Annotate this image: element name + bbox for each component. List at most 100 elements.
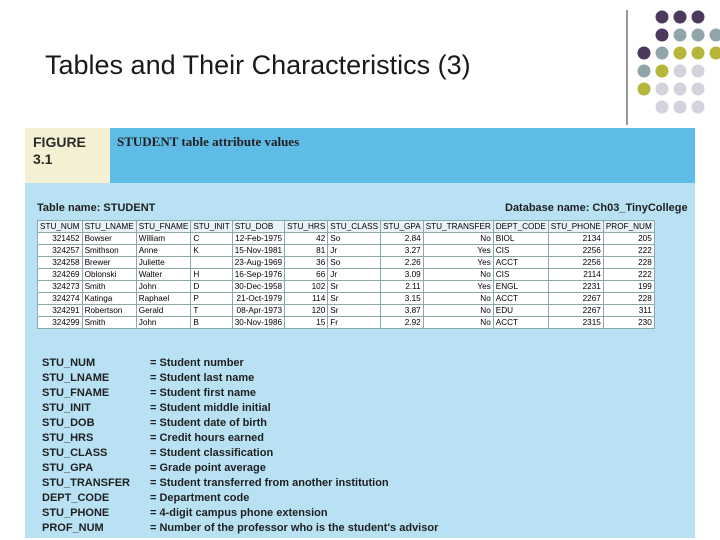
dot [655, 64, 669, 78]
table-cell: 324274 [37, 292, 83, 305]
table-cell: BIOL [492, 232, 549, 245]
table-cell: Yes [422, 244, 494, 257]
table-cell: 199 [602, 280, 655, 293]
definition: STU_HRS = Credit hours earned [42, 432, 642, 447]
dot [691, 64, 705, 78]
table-cell: Yes [422, 280, 494, 293]
table-cell: Jr [327, 268, 382, 281]
table-cell: ACCT [492, 256, 549, 269]
dot [673, 100, 687, 114]
figure-label-box: FIGURE 3.1 [25, 128, 110, 183]
table-cell: 324258 [37, 256, 83, 269]
definition: STU_CLASS = Student classification [42, 447, 642, 462]
column-header: STU_PHONE [547, 220, 604, 233]
table-cell: CIS [492, 268, 549, 281]
definition: STU_PHONE = 4-digit campus phone extensio… [42, 507, 642, 522]
table-cell: 23-Aug-1969 [231, 256, 286, 269]
data-table: STU_NUM STU_LNAME STU_FNAME STU_INIT STU_DOB… [37, 220, 655, 329]
database-name: Database name: Ch03_TinyCollege [505, 202, 688, 214]
table-cell: No [422, 304, 494, 317]
table-cell: 2315 [547, 316, 604, 329]
dot [691, 46, 705, 60]
figure: FIGURE 3.1 STUDENT table attribute value… [25, 128, 695, 538]
table-cell: 2256 [547, 244, 604, 257]
definition-term: DEPT_CODE [42, 492, 110, 504]
column-header: STU_CLASS [327, 220, 382, 233]
table-cell: 3.15 [380, 292, 424, 305]
definition-meaning: = Credit hours earned [150, 432, 265, 444]
column-header: STU_DOB [231, 220, 286, 233]
table-cell: 2256 [547, 256, 604, 269]
table-cell: 3.87 [380, 304, 424, 317]
table-cell: K [190, 244, 233, 257]
definition-meaning: = Student date of birth [150, 417, 268, 429]
table-cell: 3.27 [380, 244, 424, 257]
table-cell: 222 [602, 244, 655, 257]
table-cell: 324273 [37, 280, 83, 293]
definition-meaning: = Department code [150, 492, 250, 504]
dot [655, 28, 669, 42]
table-cell: Oblonski [81, 268, 137, 281]
table-cell: ACCT [492, 292, 549, 305]
table-cell: 36 [284, 256, 329, 269]
table-cell: Bowser [81, 232, 137, 245]
dot [637, 64, 651, 78]
figure-caption: STUDENT table attribute values [117, 134, 300, 149]
definition-meaning: = Student first name [150, 387, 257, 399]
table-cell: No [422, 292, 494, 305]
definition-term: STU_PHONE [42, 507, 110, 519]
table-cell: 321452 [37, 232, 83, 245]
definition-meaning: = Number of the professor who is the stu… [150, 522, 439, 534]
table-cell: 230 [602, 316, 655, 329]
table-cell: Smith [81, 280, 137, 293]
table-cell: Sr [327, 304, 382, 317]
table-cell: C [190, 232, 233, 245]
definition-meaning: = Grade point average [150, 462, 266, 474]
dot [673, 64, 687, 78]
column-header: STU_HRS [284, 220, 329, 233]
table-cell: H [190, 268, 233, 281]
definition: STU_INIT = Student middle initial [42, 402, 642, 417]
table-name: Table name: STUDENT [37, 202, 156, 214]
table-cell: 81 [284, 244, 329, 257]
table-cell: 15-Nov-1981 [231, 244, 286, 257]
table-cell: 66 [284, 268, 329, 281]
table-cell: 2114 [547, 268, 604, 281]
table-cell: 324257 [37, 244, 83, 257]
column-header: DEPT_CODE [492, 220, 549, 233]
table-cell: 42 [284, 232, 329, 245]
table-cell: 2267 [547, 292, 604, 305]
definition-meaning: = Student number [150, 357, 244, 369]
table-cell: 2.92 [380, 316, 424, 329]
table-cell: 2.26 [380, 256, 424, 269]
table-row: 324269 Oblonski Walter H 16-Sep-1976 66 Jr 3.09… [37, 268, 655, 281]
decoration [626, 10, 720, 125]
definition-term: STU_NUM [42, 357, 96, 369]
table-cell: Anne [135, 244, 192, 257]
table-cell: Walter [135, 268, 192, 281]
table-cell: Yes [422, 256, 494, 269]
table-cell: Sr [327, 280, 382, 293]
definition-term: STU_CLASS [42, 447, 108, 459]
table-cell: 222 [602, 268, 655, 281]
dot [655, 82, 669, 96]
table-row: 321452 Bowser William C 12-Feb-1975 42 So 2.84 N… [37, 232, 655, 245]
column-header: PROF_NUM [602, 220, 655, 233]
table-cell: Robertson [81, 304, 137, 317]
definition: STU_DOB = Student date of birth [42, 417, 642, 432]
definition-meaning: = Student classification [150, 447, 274, 459]
definition: STU_GPA = Grade point average [42, 462, 642, 477]
table-cell: Raphael [135, 292, 192, 305]
table-row: 324273 Smith John D 30-Dec-1958 102 Sr 2.11 Yes E… [37, 280, 655, 293]
table-row: 324299 Smith John B 30-Nov-1986 15 Fr 2.92 No ACC… [37, 316, 655, 329]
column-header: STU_GPA [380, 220, 424, 233]
definition: STU_FNAME = Student first name [42, 387, 642, 402]
table-cell: ENGL [492, 280, 549, 293]
dot [709, 28, 720, 42]
definition-meaning: = Student transferred from another insti… [150, 477, 389, 489]
column-header: STU_LNAME [81, 220, 137, 233]
table-cell: 324299 [37, 316, 83, 329]
dot [691, 100, 705, 114]
column-header: STU_FNAME [135, 220, 192, 233]
